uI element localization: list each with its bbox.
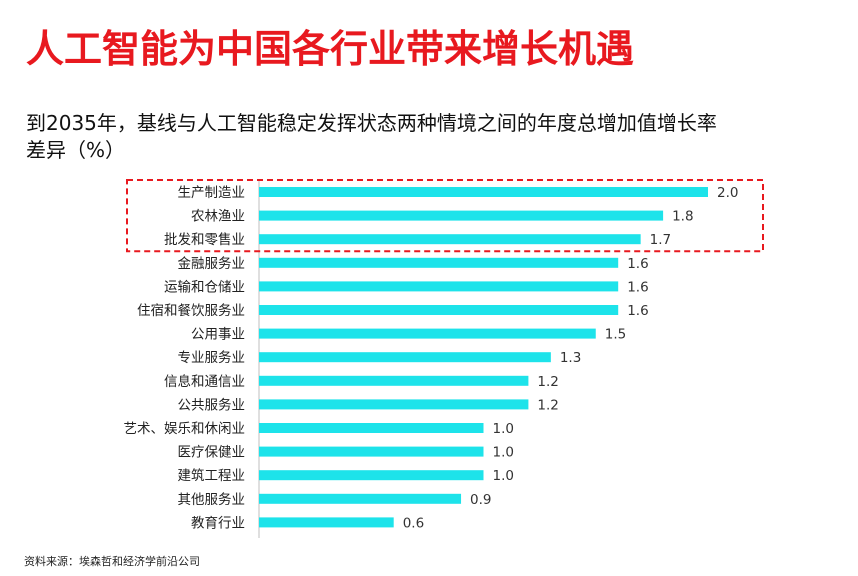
category-label: 艺术、娱乐和休闲业 <box>124 421 246 437</box>
value-label: 1.0 <box>493 445 514 461</box>
bar <box>259 257 619 268</box>
category-label: 医疗保健业 <box>178 445 246 461</box>
bar <box>259 423 484 433</box>
bar <box>259 305 619 315</box>
category-label: 公用事业 <box>191 327 245 343</box>
bar <box>259 399 529 410</box>
value-label: 1.3 <box>560 350 581 366</box>
source-note: 资料来源：埃森哲和经济学前沿公司 <box>24 555 200 568</box>
bar <box>259 281 619 292</box>
category-label: 公共服务业 <box>178 397 246 413</box>
category-label: 住宿和餐饮服务业 <box>137 302 245 319</box>
value-label: 1.2 <box>537 374 558 390</box>
value-label: 1.6 <box>627 303 648 319</box>
category-label: 批发和零售业 <box>164 232 245 248</box>
page-title: 人工智能为中国各行业带来增长机遇 <box>26 27 635 71</box>
value-label: 2.0 <box>717 185 738 201</box>
category-label: 其他服务业 <box>178 492 246 508</box>
category-label: 教育行业 <box>191 515 245 531</box>
value-label: 1.0 <box>493 468 514 484</box>
chart-subtitle: 到2035年，基线与人工智能稳定发挥状态两种情境之间的年度总增加值增长率差异（%… <box>26 111 717 162</box>
category-label: 建筑工程业 <box>178 468 246 484</box>
bar <box>259 210 664 221</box>
value-label: 1.5 <box>605 327 626 343</box>
value-label: 1.6 <box>627 256 648 272</box>
value-label: 0.9 <box>470 492 491 508</box>
bar <box>259 352 551 363</box>
category-label: 信息和通信业 <box>164 373 245 390</box>
bar <box>259 470 484 481</box>
bar <box>259 375 529 386</box>
category-label: 生产制造业 <box>178 185 246 201</box>
bars: 生产制造业 2.0 农林渔业 1.8 批发和零售业 1.7 金融服务业 1.6 运输和仓储业 1.… <box>124 185 739 531</box>
bar <box>259 493 462 504</box>
bar <box>259 234 641 245</box>
bar <box>259 517 394 528</box>
value-label: 1.0 <box>493 421 514 437</box>
bar <box>259 446 484 457</box>
category-label: 农林渔业 <box>191 209 245 225</box>
bar <box>259 328 596 339</box>
category-label: 金融服务业 <box>178 256 246 272</box>
value-label: 1.2 <box>537 397 558 413</box>
highlight-box <box>126 179 764 253</box>
category-label: 运输和仓储业 <box>164 279 245 295</box>
category-label: 专业服务业 <box>178 350 246 366</box>
value-label: 1.6 <box>627 279 648 295</box>
value-label: 1.8 <box>672 209 693 225</box>
value-label: 1.7 <box>650 232 671 248</box>
value-label: 0.6 <box>403 515 424 531</box>
bar <box>259 187 708 197</box>
